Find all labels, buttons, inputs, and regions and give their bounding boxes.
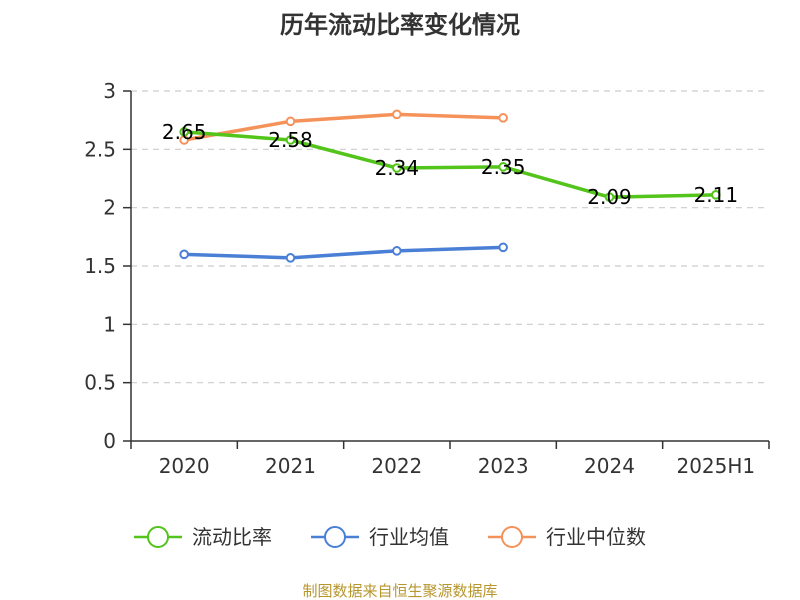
source-note: 制图数据来自恒生聚源数据库 [302,582,497,600]
legend-item[interactable]: 行业均值 [311,525,449,549]
data-point [392,109,402,120]
legend-marker [147,526,169,548]
y-tick-label: 3 [103,79,116,103]
data-point [604,192,615,202]
y-tick-label: 1 [103,312,116,336]
legend: 流动比率 行业均值 行业中位数 [134,525,646,549]
legend-marker [501,526,523,548]
data-label: 2.34 [375,156,420,180]
legend-label: 行业均值 [369,525,449,549]
y-axis: 0 0.5 1 1.5 2 2.5 3 [84,79,132,453]
data-point [285,116,296,127]
y-tick-label: 1.5 [84,254,116,278]
x-tick-label: 2020 [159,454,210,478]
data-point [498,162,508,172]
grid-lines [131,90,769,384]
data-point [392,163,402,173]
data-label: 2.09 [587,185,632,209]
data-labels: 2.65 2.58 2.34 2.35 2.09 2.11 [162,120,738,209]
x-tick-label: 2025H1 [676,454,755,478]
data-label: 2.11 [694,183,739,207]
data-point [711,190,721,200]
data-label: 2.35 [481,155,526,179]
data-point [392,246,402,256]
chart-title: 历年流动比率变化情况 [280,11,520,39]
series-line [182,130,718,199]
y-tick-label: 0 [103,429,116,453]
series-lines [182,112,718,260]
data-point [179,249,189,260]
legend-item[interactable]: 行业中位数 [488,525,646,549]
x-axis: 2020 2021 2022 2023 2024 2025H1 [130,440,770,478]
data-point [285,253,296,263]
x-tick-label: 2023 [478,454,529,478]
data-point [498,242,508,253]
data-label: 2.58 [268,128,313,152]
data-point [285,135,296,145]
legend-label: 流动比率 [192,525,272,549]
legend-label: 行业中位数 [546,525,646,549]
legend-item[interactable]: 流动比率 [134,525,272,549]
series-points [179,109,721,263]
y-tick-label: 2 [103,196,116,220]
y-tick-label: 0.5 [84,371,116,395]
x-tick-label: 2022 [371,454,422,478]
data-point [179,127,189,137]
series-line [182,112,505,142]
data-point [498,113,508,123]
x-tick-label: 2021 [265,454,316,478]
series-line [182,245,505,260]
legend-marker [324,526,346,548]
data-label: 2.65 [162,120,207,144]
y-tick-label: 2.5 [84,137,116,161]
x-tick-label: 2024 [584,454,635,478]
